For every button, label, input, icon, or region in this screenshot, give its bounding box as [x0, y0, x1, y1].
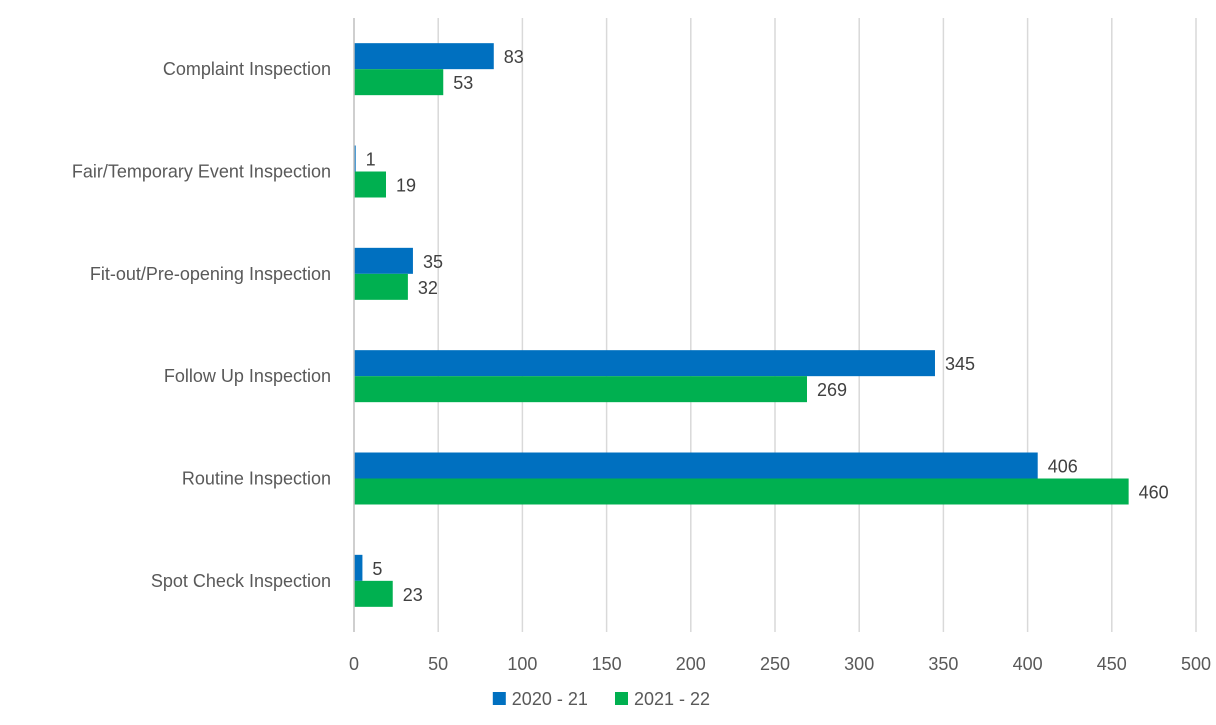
bar-series-1 [354, 452, 1038, 479]
bar-series-1 [354, 247, 413, 274]
data-label: 83 [504, 47, 524, 67]
x-tick-label: 450 [1097, 654, 1127, 674]
bar-series-2 [354, 69, 444, 96]
bar-series-1 [354, 145, 356, 172]
category-label: Spot Check Inspection [151, 571, 331, 591]
category-label: Complaint Inspection [163, 59, 331, 79]
data-label: 406 [1048, 457, 1078, 477]
value-axis: 0 50 100 150 200 250 300 350 400 450 500 [349, 18, 1211, 674]
data-label: 345 [945, 354, 975, 374]
bar-series-1 [354, 554, 363, 581]
bar-series-2 [354, 273, 408, 300]
x-tick-label: 50 [428, 654, 448, 674]
category-label: Fair/Temporary Event Inspection [72, 162, 331, 182]
data-label: 35 [423, 252, 443, 272]
category-label: Follow Up Inspection [164, 366, 331, 386]
x-tick-label: 400 [1013, 654, 1043, 674]
data-label: 5 [372, 559, 382, 579]
bar-series-2 [354, 376, 807, 403]
x-tick-label: 300 [844, 654, 874, 674]
x-tick-label: 500 [1181, 654, 1211, 674]
category-label: Fit-out/Pre-opening Inspection [90, 264, 331, 284]
data-label: 1 [366, 150, 376, 170]
x-tick-label: 350 [928, 654, 958, 674]
legend-swatch [615, 692, 628, 705]
x-tick-label: 150 [592, 654, 622, 674]
data-label: 23 [403, 585, 423, 605]
data-label: 269 [817, 380, 847, 400]
bar-series-2 [354, 171, 386, 198]
x-tick-label: 200 [676, 654, 706, 674]
legend-swatch [492, 692, 506, 705]
legend: 2020 - 21 2021 - 22 [492, 689, 710, 709]
bar-series-2 [354, 478, 1129, 505]
gridlines [437, 18, 1197, 632]
legend-label: 2020 - 21 [512, 689, 588, 709]
x-tick-label: 0 [349, 654, 359, 674]
x-tick-label: 100 [507, 654, 537, 674]
bar-series-1 [354, 350, 935, 377]
data-label: 32 [418, 278, 438, 298]
bar-series-1 [354, 43, 494, 70]
x-tick-label: 250 [760, 654, 790, 674]
data-labels: 83 53 1 19 35 32 345 269 406 460 5 23 [366, 47, 1169, 605]
data-label: 53 [453, 73, 473, 93]
legend-label: 2021 - 22 [634, 689, 710, 709]
bars [354, 43, 1129, 607]
data-label: 19 [396, 176, 416, 196]
data-label: 460 [1139, 483, 1169, 503]
category-label: Routine Inspection [182, 469, 331, 489]
bar-series-2 [354, 580, 393, 607]
category-labels: Complaint Inspection Fair/Temporary Event… [72, 59, 331, 591]
